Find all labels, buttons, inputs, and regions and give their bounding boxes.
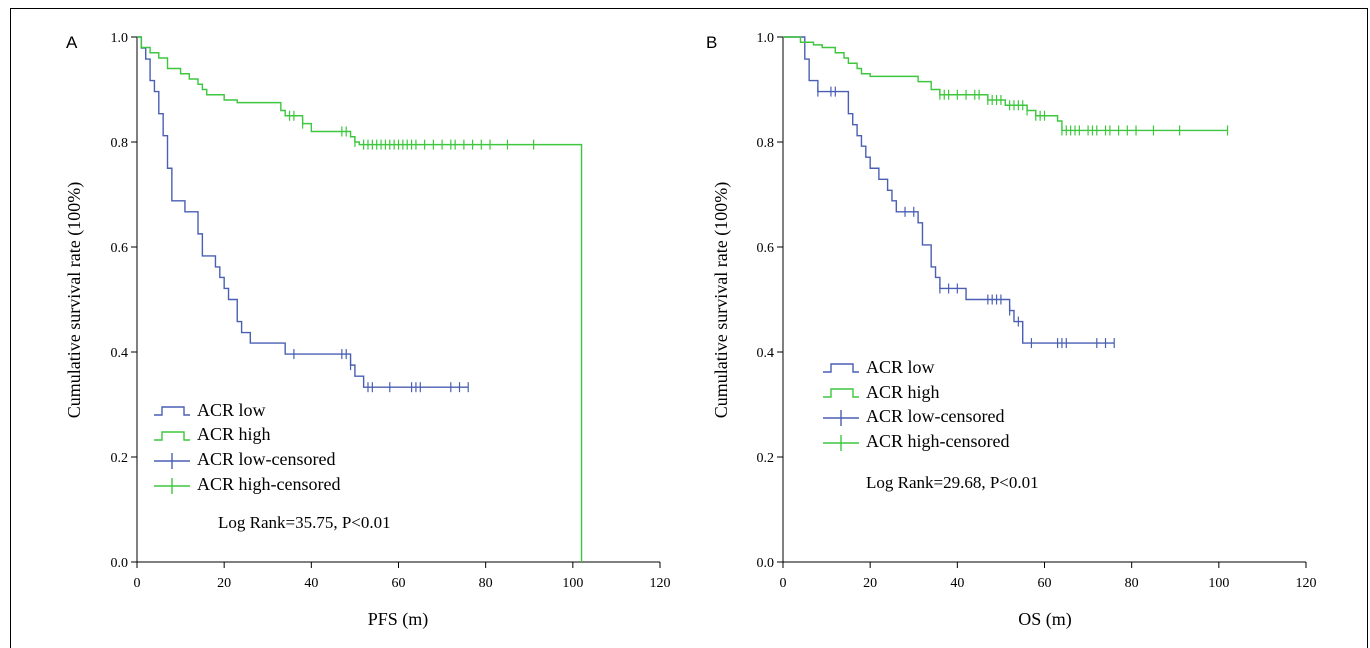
survival-curve-low [137,36,469,388]
legend-label-low-censored: ACR low-censored [197,449,335,469]
x-tick-label: 20 [863,576,877,591]
x-tick-label: 40 [304,576,318,591]
panel-label-b: B [706,33,717,52]
survival-curve-high [137,36,583,562]
axes-b: 0 20 40 60 80 100 120 0.0 0.2 0.4 0.6 0.8 1.0 [757,31,1317,591]
x-axis-title-b: OS (m) [1018,609,1072,630]
panel-label-a: A [66,33,78,52]
legend-label-high-censored: ACR high-censored [866,431,1009,451]
legend-label-high: ACR high [197,424,271,444]
x-axis-title-a: PFS (m) [368,609,429,630]
legend-key-censor [154,453,190,469]
y-tick-label: 0.8 [111,136,129,151]
legend-key-step [154,431,190,441]
legend-label-high-censored: ACR high-censored [197,474,340,494]
x-tick-label: 100 [1208,576,1229,591]
x-tick-label: 0 [134,576,141,591]
x-tick-label: 80 [479,576,493,591]
x-tick-label: 0 [780,576,787,591]
y-tick-label: 0.8 [757,136,775,151]
x-tick-label: 20 [217,576,231,591]
y-axis-title-b: Cumulative survival rate (100%) [711,182,732,418]
legend-label-low: ACR low [197,400,266,420]
x-tick-label: 120 [1296,576,1317,591]
x-tick-label: 40 [950,576,964,591]
legend-label-high: ACR high [866,382,940,402]
y-tick-label: 1.0 [111,31,129,46]
y-tick-label: 0.4 [757,346,775,361]
log-rank-annotation-b: Log Rank=29.68, P<0.01 [866,473,1039,492]
legend-key-censor [823,435,859,451]
panel-b: B Cumulative survival rate (100%) OS (m)… [706,31,1317,630]
y-tick-label: 0.0 [111,556,129,571]
panel-a: A Cumulative survival rate (100%) PFS (m… [64,31,671,630]
y-tick-label: 0.2 [757,451,775,466]
curves-b [783,36,1229,349]
x-tick-label: 60 [392,576,406,591]
axes-a: 0 20 40 60 80 100 120 0.0 0.2 0.4 0.6 0.8 1.0 [111,31,671,591]
y-tick-label: 0.6 [757,241,775,256]
legend-label-low-censored: ACR low-censored [866,406,1004,426]
legend-b: ACR low ACR high ACR low-censored ACR hi… [823,357,1009,451]
legend-key-step [154,406,190,416]
y-tick-label: 0.2 [111,451,129,466]
y-tick-label: 1.0 [757,31,775,46]
log-rank-annotation-a: Log Rank=35.75, P<0.01 [218,513,391,532]
y-tick-label: 0.6 [111,241,129,256]
y-tick-label: 0.4 [111,346,129,361]
survival-curve-low [783,36,1115,344]
legend-key-step [823,363,859,373]
x-tick-label: 120 [650,576,671,591]
legend-key-step [823,388,859,398]
x-tick-label: 60 [1038,576,1052,591]
x-tick-label: 100 [562,576,583,591]
y-tick-label: 0.0 [757,556,775,571]
curves-a [137,36,583,562]
legend-a: ACR low ACR high ACR low-censored ACR hi… [154,400,340,494]
figure-frame [10,8,1368,648]
legend-key-censor [823,410,859,426]
legend-label-low: ACR low [866,357,935,377]
x-tick-label: 80 [1125,576,1139,591]
survival-curve-high [783,36,1228,132]
legend-key-censor [154,478,190,494]
y-axis-title-a: Cumulative survival rate (100%) [64,182,85,418]
